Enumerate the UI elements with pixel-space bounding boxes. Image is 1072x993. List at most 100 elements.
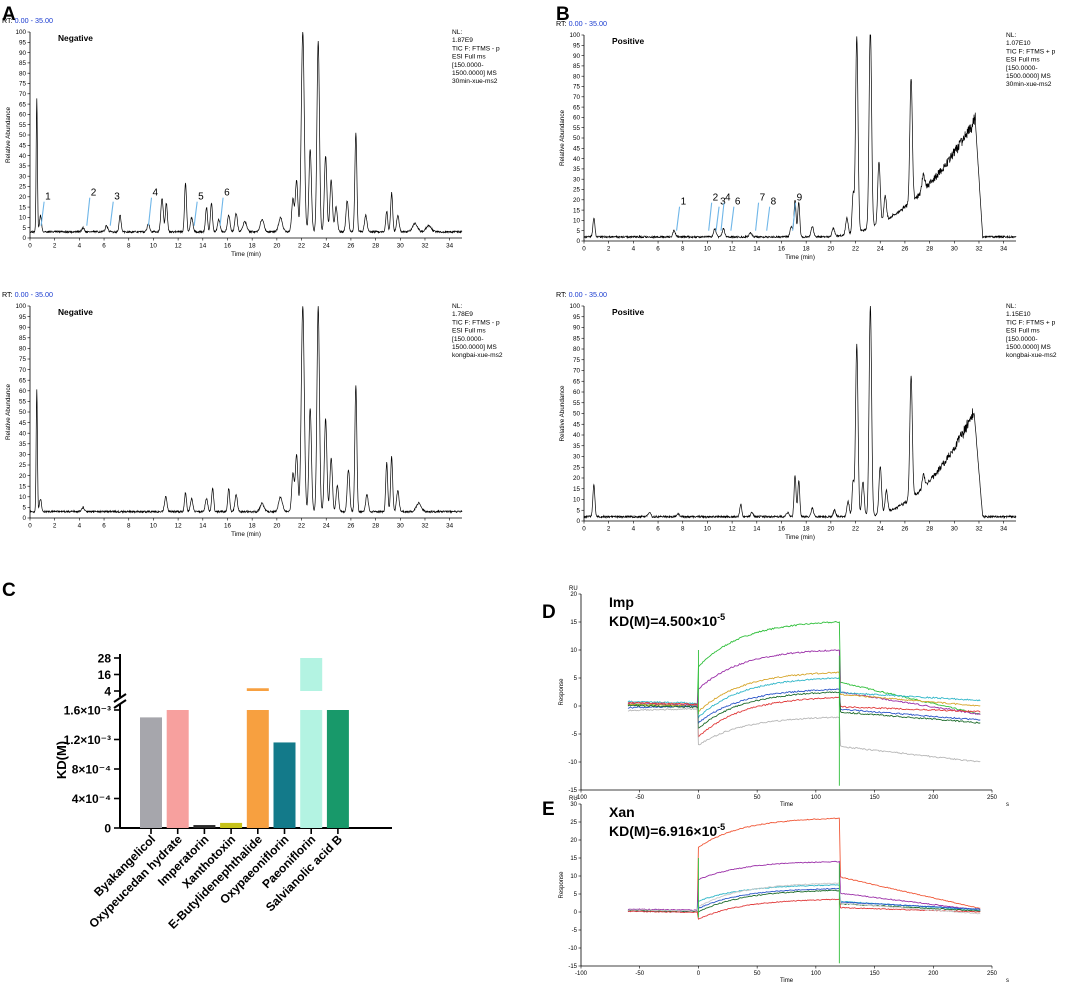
peak-marker-line (109, 201, 114, 226)
binding-curve (627, 860, 981, 911)
y-tick-label: 65 (19, 101, 27, 108)
y-tick-label: 50 (19, 409, 27, 416)
x-tick-label: 250 (987, 971, 998, 977)
x-tick-label: 26 (347, 243, 355, 250)
kd-bar (273, 742, 296, 828)
y-tick-label: 95 (19, 40, 27, 47)
y-tick-label: 90 (573, 53, 581, 60)
y-tick-label: 35 (19, 441, 27, 448)
x-tick-label: 14 (199, 243, 207, 250)
y-tick-label: 8×10⁻⁴ (72, 763, 111, 777)
y-tick-label: -5 (572, 732, 578, 738)
y-tick-label: 10 (573, 497, 581, 504)
acquisition-info: TIC F: FTMS - p (452, 319, 500, 326)
y-tick-label: 0 (574, 704, 578, 710)
tic-trace (583, 305, 1017, 519)
x-tick-label: 0 (697, 795, 701, 801)
peak-marker-line (40, 201, 45, 226)
peak-marker-line (720, 202, 725, 231)
y-tick-label: 15 (19, 204, 27, 211)
acquisition-info: [150.0000- (452, 336, 484, 343)
x-tick-label: 32 (421, 523, 429, 530)
y-axis-title: Relative Abundance (5, 383, 12, 440)
peak-marker-line (730, 206, 735, 231)
y-tick-label: 60 (573, 389, 581, 396)
y-tick-label: 55 (19, 122, 27, 129)
y-tick-label: 20 (573, 197, 581, 204)
binding-curve (627, 707, 981, 763)
peak-marker-line (708, 202, 713, 231)
y-tick-label: 0 (576, 518, 580, 525)
x-tick-label: 8 (127, 523, 131, 530)
x-tick-label: 14 (199, 523, 207, 530)
peak-marker-label: 2 (713, 193, 719, 204)
x-axis-title: Time (min) (785, 534, 815, 541)
rt-range: 0.00 - 35.00 (15, 290, 53, 299)
y-tick-label: 5 (574, 892, 578, 898)
peak-marker-label: 4 (725, 193, 731, 204)
peak-marker-label: 8 (771, 197, 777, 208)
x-tick-label: 30 (397, 523, 405, 530)
y-tick-label: 10 (19, 494, 27, 501)
x-tick-label: 16 (778, 246, 786, 253)
y-tick-label: 0 (22, 515, 26, 522)
x-tick-label: 26 (347, 523, 355, 530)
y-tick-label: 20 (570, 592, 577, 598)
y-tick-label: 75 (573, 84, 581, 91)
acquisition-info: ESI Full ms (452, 54, 486, 61)
x-tick-label: 16 (224, 243, 232, 250)
x-tick-label: 18 (249, 523, 257, 530)
binding-curve (627, 898, 981, 920)
y-tick-label: 5 (22, 225, 26, 232)
y-tick-label: 20 (570, 838, 577, 844)
y-tick-label: 55 (573, 125, 581, 132)
tic-trace (29, 306, 463, 514)
y-tick-label: 30 (19, 173, 27, 180)
y-tick-label: 100 (569, 32, 580, 39)
y-tick-label: 28 (98, 652, 112, 666)
y-tick-label: 16 (98, 668, 112, 682)
acquisition-info: 1.07E10 (1006, 40, 1031, 47)
y-axis-title: Response (559, 871, 565, 899)
x-tick-label: 20 (827, 526, 835, 533)
x-tick-label: 34 (446, 243, 454, 250)
y-tick-label: 15 (573, 207, 581, 214)
peak-marker-label: 6 (735, 197, 741, 208)
x-tick-label: 4 (632, 246, 636, 253)
x-tick-label: 2 (607, 246, 611, 253)
x-tick-label: 4 (78, 523, 82, 530)
kd-bar-upper (300, 658, 323, 691)
rt-label: RT: 0.00 - 35.00 (2, 16, 53, 25)
acquisition-info: kongbai-xue-ms2 (1006, 352, 1057, 359)
y-tick-label: 1.6×10⁻³ (64, 704, 111, 718)
response-unit: RU (569, 586, 578, 592)
x-tick-label: 28 (372, 523, 380, 530)
x-tick-label: 12 (175, 523, 183, 530)
peak-marker-label: 9 (797, 193, 803, 204)
panel-letter: D (542, 602, 556, 623)
y-tick-label: 80 (19, 346, 27, 353)
y-tick-label: 30 (570, 802, 577, 808)
y-tick-label: 100 (569, 303, 580, 310)
x-tick-label: 30 (397, 243, 405, 250)
y-tick-label: 35 (19, 163, 27, 170)
peak-marker-label: 5 (198, 192, 204, 203)
compound-name: Imp (609, 594, 634, 610)
y-tick-label: 25 (573, 187, 581, 194)
peak-marker-line (766, 206, 771, 231)
y-tick-label: 40 (19, 153, 27, 160)
binding-curve (627, 621, 981, 715)
x-tick-label: 14 (753, 526, 761, 533)
ion-mode-label: Negative (58, 33, 93, 43)
y-tick-label: 75 (19, 81, 27, 88)
binding-curve (627, 688, 981, 725)
y-tick-label: 20 (573, 475, 581, 482)
kd-bar (246, 710, 269, 828)
x-tick-label: 22 (298, 523, 306, 530)
x-tick-label: 28 (926, 526, 934, 533)
panel-letter: B (556, 4, 570, 25)
acquisition-info: [150.0000- (1006, 65, 1038, 72)
y-axis-title: KD(M) (54, 741, 69, 779)
x-tick-label: 100 (811, 795, 822, 801)
